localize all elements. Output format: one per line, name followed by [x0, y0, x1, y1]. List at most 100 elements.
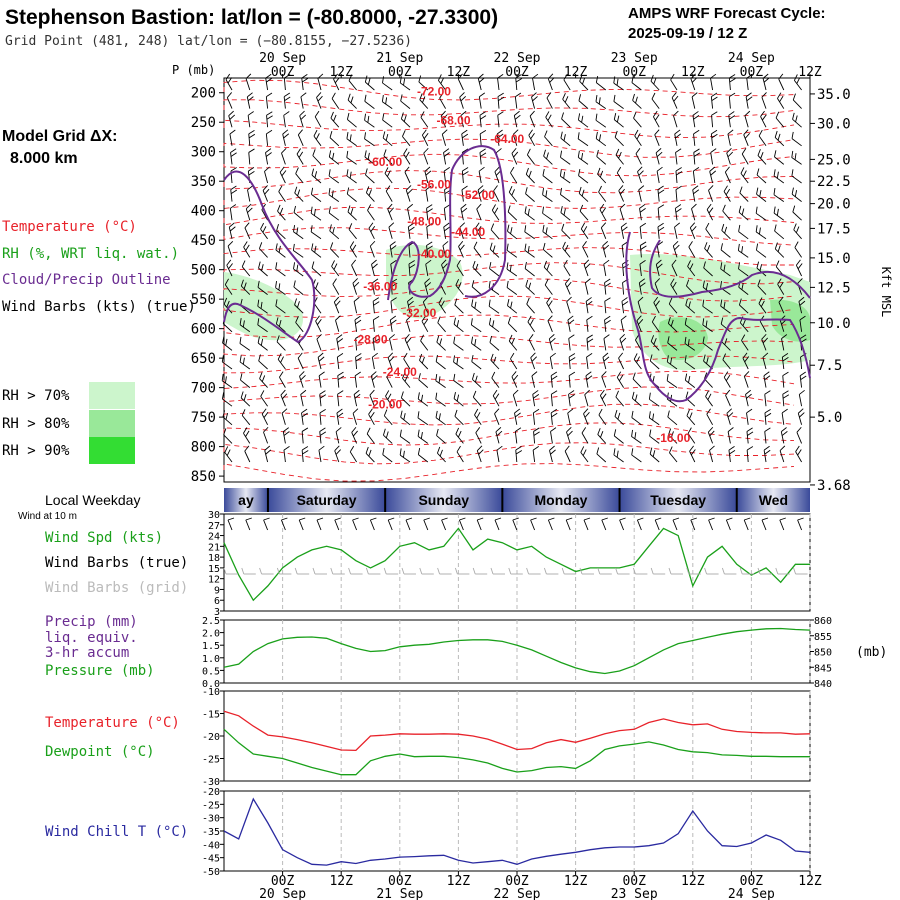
surface-wind-barb [352, 517, 359, 531]
wind-barb [650, 335, 660, 351]
wind-barb [420, 334, 429, 351]
grid-wind-barb [561, 567, 577, 575]
wind-barb [334, 445, 342, 463]
wind-barb [418, 373, 429, 388]
wind-barb [791, 131, 802, 147]
temperature-contour-labels: -72.00 -68.00 -64.00 -60.00 -56.00 -52.00 -48.… [353, 85, 690, 445]
wind-barb [277, 353, 286, 370]
wind-barb [566, 296, 572, 314]
wind-barb [366, 427, 375, 444]
wind-barb [532, 446, 539, 463]
wind-barb [526, 297, 535, 314]
wind-barb [621, 297, 629, 314]
wind-barb [792, 93, 802, 109]
wind-barb [638, 185, 645, 202]
wind-barb [604, 315, 611, 332]
wind-barb [673, 110, 679, 128]
wind-barb [685, 298, 696, 314]
dewpoint-line [223, 728, 810, 776]
wind-barb [761, 92, 767, 109]
wind-barb [709, 166, 717, 184]
wind-barb [283, 74, 291, 91]
wind-barb [426, 204, 433, 221]
surface-wind-barb [547, 517, 555, 531]
grid-wind-barb [401, 567, 416, 575]
surface-wind-barb [530, 517, 537, 531]
wind-barb [726, 408, 734, 425]
pressure-tick-label: 700 [191, 381, 216, 397]
wind-barb [546, 92, 553, 109]
wind-barb [531, 371, 538, 388]
wind-barb [330, 242, 340, 258]
wind-barb [351, 426, 358, 444]
wind-barb [476, 445, 484, 463]
grid-wind-barb [739, 567, 755, 575]
wind-barb [710, 73, 717, 91]
wind-barb [257, 318, 268, 333]
wind-barb [782, 371, 789, 388]
wind-barb [639, 204, 646, 221]
grid-wind-barb [454, 567, 470, 575]
height-tick-label: 17.5 [817, 221, 851, 237]
wind-barb [561, 223, 571, 240]
grid-wind-barb [668, 567, 683, 575]
rh-legend-label: RH > 70% [2, 388, 70, 404]
grid-wind-barb [615, 567, 630, 575]
wind-barb [533, 427, 540, 444]
wind-barb [316, 92, 323, 109]
weekday-label: Wed [759, 492, 788, 508]
wind-barb [707, 426, 715, 444]
weekday-band [224, 488, 268, 512]
wind-barb [354, 371, 361, 388]
wind-barb [532, 390, 540, 407]
wind-barb [618, 185, 625, 202]
wind-barb [650, 74, 660, 91]
wind-barb [775, 111, 785, 128]
wind-barb [388, 222, 395, 239]
wind-barb [728, 74, 736, 91]
wind-barb [742, 352, 750, 370]
rh-swatch [89, 382, 135, 409]
wind-barb [310, 206, 322, 221]
wind-barb [497, 74, 504, 91]
grid-wind-barb [348, 567, 363, 575]
wind-barb [614, 409, 624, 426]
wind-barb [740, 167, 749, 184]
wind-barb [400, 94, 411, 109]
wind-barb [616, 371, 624, 388]
y-tick-label: 850 [814, 648, 832, 659]
wind-barb [631, 429, 642, 444]
y-tick-label: -10 [202, 687, 220, 698]
surface-wind-barb [298, 517, 306, 531]
wind-barb [477, 185, 485, 202]
wind-barb [386, 371, 393, 388]
wind-barb [728, 92, 736, 109]
wind-barb [585, 371, 593, 388]
wind-barb [301, 446, 309, 463]
weekday-band [267, 488, 386, 512]
wind-barb [425, 185, 432, 202]
wind-barb [634, 129, 642, 147]
wind-barb [240, 391, 251, 407]
wind-barb [435, 354, 446, 370]
wind-barb [798, 296, 806, 314]
wind-barb [456, 445, 464, 463]
pressure-tick-label: 800 [191, 440, 216, 456]
wind-barb [390, 297, 397, 314]
wind-barb [656, 166, 663, 184]
surface-wind-barb [565, 517, 573, 531]
wind-barb [757, 279, 767, 295]
panel-legend-label: Wind Spd (kts) [45, 530, 163, 546]
grid-wind-barb [383, 567, 399, 575]
wind-barb [385, 390, 393, 407]
wind-barb [548, 334, 556, 351]
wind-barb [453, 355, 464, 370]
grid-wind-barb [597, 567, 612, 575]
wind-barb [476, 203, 482, 221]
wind-barb [260, 390, 268, 407]
wind-barb [774, 242, 785, 258]
wind-barb [364, 150, 375, 165]
pressure-tick-label: 300 [191, 145, 216, 161]
surface-wind-barb [316, 517, 324, 531]
wind-barb [723, 371, 731, 388]
